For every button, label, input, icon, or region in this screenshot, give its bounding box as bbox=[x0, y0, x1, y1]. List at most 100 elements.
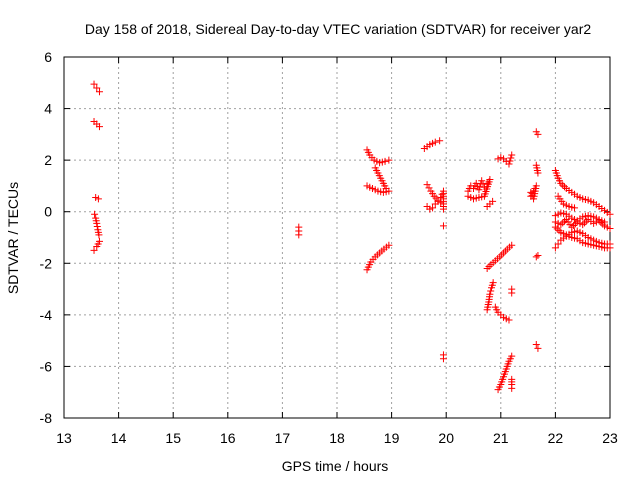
data-point bbox=[432, 194, 440, 202]
x-tick-label: 14 bbox=[111, 430, 127, 446]
data-point bbox=[561, 217, 568, 225]
x-tick-label: 18 bbox=[329, 430, 345, 446]
y-tick-label: 4 bbox=[44, 101, 52, 117]
y-tick-label: -2 bbox=[40, 255, 53, 271]
data-point bbox=[95, 88, 103, 96]
data-point bbox=[507, 154, 515, 162]
data-point bbox=[90, 246, 98, 254]
data-point bbox=[475, 186, 483, 194]
data-point bbox=[581, 219, 589, 227]
data-point bbox=[438, 190, 446, 198]
data-point bbox=[508, 241, 516, 249]
data-point bbox=[534, 252, 542, 260]
data-point bbox=[551, 244, 559, 252]
data-point bbox=[431, 138, 439, 146]
grid bbox=[64, 57, 610, 418]
data-point bbox=[500, 249, 508, 257]
data-point bbox=[489, 279, 497, 287]
x-tick-label: 17 bbox=[275, 430, 291, 446]
data-point bbox=[557, 221, 565, 229]
data-point bbox=[534, 130, 542, 138]
y-axis-label: SDTVAR / TECUs bbox=[5, 182, 21, 294]
x-tick-label: 23 bbox=[602, 430, 618, 446]
data-point bbox=[93, 223, 101, 231]
data-point bbox=[532, 341, 540, 349]
x-axis-label: GPS time / hours bbox=[282, 458, 389, 474]
data-point bbox=[439, 222, 447, 230]
data-point bbox=[486, 290, 494, 298]
data-point bbox=[508, 289, 516, 297]
data-point bbox=[559, 181, 567, 189]
axes: 13 14 15 16 17 18 19 20 21 22 23 -8 -6 -4 -2 0 2 4 6 bbox=[40, 49, 618, 446]
chart-title: Day 158 of 2018, Sidereal Day-to-day VTE… bbox=[85, 21, 591, 37]
data-point bbox=[439, 205, 447, 213]
data-point bbox=[485, 263, 493, 271]
data-point bbox=[498, 251, 506, 259]
data-point bbox=[508, 384, 516, 392]
data-point bbox=[606, 240, 614, 248]
data-point bbox=[382, 185, 390, 193]
data-point bbox=[551, 223, 559, 231]
data-point bbox=[508, 151, 516, 159]
data-point bbox=[606, 210, 614, 218]
data-point bbox=[385, 241, 393, 249]
x-tick-label: 19 bbox=[384, 430, 400, 446]
data-point bbox=[561, 183, 568, 191]
data-point bbox=[527, 188, 535, 196]
data-point bbox=[508, 352, 516, 360]
data-point bbox=[570, 221, 578, 229]
data-point bbox=[90, 80, 98, 88]
data-point bbox=[506, 157, 514, 165]
data-point bbox=[553, 225, 561, 233]
data-point bbox=[295, 231, 303, 239]
data-point bbox=[534, 344, 542, 352]
data-point bbox=[559, 219, 567, 227]
data-point bbox=[94, 195, 102, 203]
y-tick-label: -4 bbox=[40, 307, 53, 323]
data-point bbox=[579, 221, 587, 229]
data-point bbox=[95, 237, 103, 245]
x-tick-label: 21 bbox=[493, 430, 509, 446]
data-point bbox=[530, 195, 538, 203]
data-point bbox=[425, 184, 433, 192]
data-point bbox=[528, 192, 536, 200]
data-point bbox=[606, 224, 614, 232]
data-point bbox=[487, 287, 495, 295]
x-tick-label: 22 bbox=[548, 430, 564, 446]
data-point bbox=[555, 227, 563, 235]
y-tick-label: -8 bbox=[40, 410, 53, 426]
data-point bbox=[381, 157, 389, 165]
data-point bbox=[601, 218, 609, 226]
data-point bbox=[93, 84, 101, 92]
plot-border bbox=[63, 56, 611, 419]
y-tick-label: -6 bbox=[40, 358, 53, 374]
data-point bbox=[501, 247, 509, 255]
x-tick-label: 15 bbox=[165, 430, 181, 446]
data-point bbox=[385, 156, 393, 164]
data-point bbox=[483, 264, 491, 272]
y-tick-label: 6 bbox=[44, 49, 52, 65]
x-tick-label: 13 bbox=[56, 430, 72, 446]
data-point bbox=[91, 210, 99, 218]
data-point bbox=[571, 204, 579, 212]
data-points bbox=[90, 80, 614, 394]
y-tick-label: 0 bbox=[44, 204, 52, 220]
data-point bbox=[436, 137, 444, 145]
data-point bbox=[93, 219, 101, 227]
data-point bbox=[505, 160, 513, 168]
data-point bbox=[464, 192, 472, 200]
data-point bbox=[478, 177, 486, 185]
data-point bbox=[534, 169, 542, 177]
data-point bbox=[95, 231, 103, 239]
data-point bbox=[95, 123, 103, 131]
data-point bbox=[423, 181, 431, 189]
x-tick-label: 20 bbox=[438, 430, 454, 446]
data-point bbox=[489, 197, 497, 205]
data-point bbox=[429, 204, 437, 212]
data-point bbox=[532, 253, 540, 261]
y-tick-label: 2 bbox=[44, 152, 52, 168]
data-point bbox=[557, 179, 565, 187]
x-tick-label: 16 bbox=[220, 430, 236, 446]
data-point bbox=[554, 240, 562, 248]
